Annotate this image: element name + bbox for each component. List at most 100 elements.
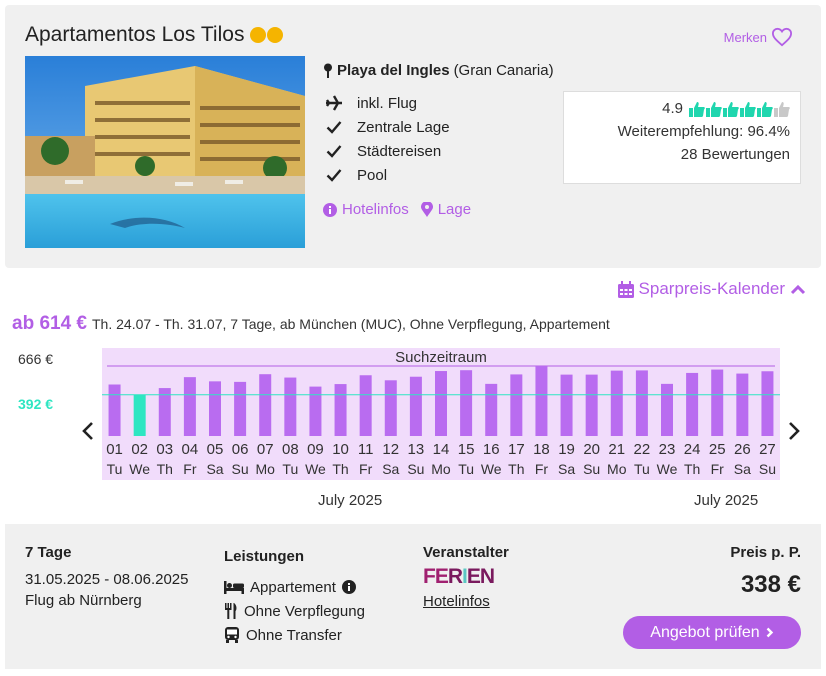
- day-label[interactable]: 17: [508, 441, 525, 458]
- star-rating: [250, 27, 284, 43]
- day-label[interactable]: 03: [156, 441, 173, 458]
- price-bar[interactable]: [183, 377, 196, 436]
- day-label[interactable]: 23: [659, 441, 676, 458]
- merken-label[interactable]: Merken: [723, 29, 767, 45]
- feature-label: Zentrale Lage: [357, 118, 450, 136]
- price-bar[interactable]: [284, 377, 297, 436]
- weekday-label: Tu: [458, 461, 474, 477]
- price-bar[interactable]: [736, 373, 749, 436]
- day-label[interactable]: 14: [433, 441, 450, 458]
- day-label[interactable]: 09: [307, 441, 324, 458]
- feature-item: inkl. Flug: [323, 91, 450, 115]
- offer-card: 7 Tage 31.05.2025 - 08.06.2025 Flug ab N…: [5, 524, 821, 669]
- star-icon: [250, 27, 267, 43]
- weekday-label: Fr: [183, 461, 197, 477]
- day-label[interactable]: 18: [533, 441, 550, 458]
- sparpreis-calendar-toggle[interactable]: Sparpreis-Kalender: [617, 279, 806, 299]
- price-bar[interactable]: [259, 374, 272, 436]
- price-bar[interactable]: [133, 394, 146, 436]
- day-label[interactable]: 04: [182, 441, 199, 458]
- review-count[interactable]: 28 Bewertungen: [680, 146, 790, 163]
- price-bar[interactable]: [761, 371, 774, 436]
- day-label[interactable]: 15: [458, 441, 475, 458]
- price-bar[interactable]: [435, 371, 447, 436]
- thumb-up-empty-icon: [774, 101, 790, 117]
- hotel-image[interactable]: [25, 56, 305, 248]
- location-region: (Gran Canaria): [453, 62, 554, 79]
- hotel-title[interactable]: Apartamentos Los Tilos: [25, 23, 284, 47]
- rating-box[interactable]: 4.9 Weiterempfehlung: 96.4% 28 Bewertung…: [563, 91, 801, 184]
- price-bar[interactable]: [711, 369, 724, 436]
- chevron-right-icon[interactable]: [786, 421, 802, 441]
- day-label[interactable]: 06: [232, 441, 249, 458]
- day-label[interactable]: 22: [634, 441, 651, 458]
- day-label[interactable]: 07: [257, 441, 274, 458]
- hotel-location: Playa del Ingles (Gran Canaria): [323, 62, 554, 79]
- offer-services: Leistungen Appartement Ohne Verpflegung …: [224, 548, 365, 647]
- hotelinfos-label[interactable]: Hotelinfos: [342, 201, 409, 218]
- day-label[interactable]: 01: [106, 441, 123, 458]
- price-bar[interactable]: [485, 383, 498, 436]
- merken-button[interactable]: Merken: [724, 27, 793, 47]
- price-bar[interactable]: [334, 384, 347, 436]
- day-label[interactable]: 11: [358, 441, 374, 458]
- price-bar[interactable]: [409, 376, 422, 436]
- price-bar[interactable]: [560, 374, 573, 436]
- selected-price-line: ab 614 € Th. 24.07 - Th. 31.07, 7 Tage, …: [12, 313, 610, 335]
- heart-icon[interactable]: [771, 27, 793, 47]
- price-bar[interactable]: [384, 380, 397, 436]
- day-label[interactable]: 16: [483, 441, 500, 458]
- weekday-label: Th: [508, 461, 524, 477]
- price-bar[interactable]: [359, 375, 372, 436]
- info-icon: [323, 202, 337, 217]
- day-label[interactable]: 08: [282, 441, 299, 458]
- day-label[interactable]: 12: [382, 441, 399, 458]
- day-label[interactable]: 21: [608, 441, 625, 458]
- chevron-up-icon[interactable]: [790, 284, 806, 295]
- price-bar[interactable]: [234, 381, 247, 436]
- day-label[interactable]: 27: [759, 441, 776, 458]
- operator-title: Veranstalter: [423, 544, 509, 561]
- price-bar[interactable]: [610, 370, 623, 436]
- rating-score: 4.9: [662, 100, 683, 117]
- chevron-right-icon: [766, 627, 773, 638]
- angebot-pruefen-button[interactable]: Angebot prüfen: [623, 616, 801, 649]
- month-label: July 2025: [318, 492, 383, 509]
- chevron-left-icon[interactable]: [80, 421, 96, 441]
- weekday-label: We: [657, 461, 678, 477]
- weekday-label: Su: [407, 461, 424, 477]
- price-bar[interactable]: [460, 370, 473, 436]
- calendar-toggle-label[interactable]: Sparpreis-Kalender: [638, 279, 785, 298]
- day-label[interactable]: 13: [408, 441, 425, 458]
- day-label[interactable]: 05: [207, 441, 224, 458]
- info-icon[interactable]: [341, 580, 356, 594]
- day-label[interactable]: 25: [709, 441, 726, 458]
- cta-label[interactable]: Angebot prüfen: [650, 623, 760, 641]
- hotel-name[interactable]: Apartamentos Los Tilos: [25, 23, 245, 46]
- lage-link[interactable]: Lage: [420, 201, 472, 218]
- day-label[interactable]: 24: [684, 441, 701, 458]
- price-bar[interactable]: [585, 374, 598, 436]
- star-icon: [267, 27, 284, 43]
- price-bar[interactable]: [309, 386, 322, 436]
- lage-label[interactable]: Lage: [437, 201, 472, 218]
- location-city: Playa del Ingles: [337, 62, 450, 79]
- thumb-up-icon: [740, 101, 756, 117]
- price-bar[interactable]: [635, 370, 648, 436]
- day-label[interactable]: 26: [734, 441, 751, 458]
- price-bar[interactable]: [510, 374, 523, 436]
- offer-operator: Veranstalter FERIEN Hotelinfos: [423, 544, 509, 610]
- day-label[interactable]: 10: [332, 441, 349, 458]
- price-bar[interactable]: [661, 383, 673, 436]
- day-label[interactable]: 02: [131, 441, 148, 458]
- operator-hotelinfos-link[interactable]: Hotelinfos: [423, 593, 490, 610]
- trip-details: Th. 24.07 - Th. 31.07, 7 Tage, ab Münche…: [92, 316, 610, 332]
- price-bar[interactable]: [209, 381, 221, 436]
- price-bar[interactable]: [535, 366, 548, 436]
- hotelinfos-link[interactable]: Hotelinfos: [323, 201, 409, 218]
- price-bar[interactable]: [686, 372, 699, 436]
- price-bar[interactable]: [108, 384, 121, 436]
- day-label[interactable]: 19: [558, 441, 575, 458]
- day-label[interactable]: 20: [583, 441, 600, 458]
- price-bar[interactable]: [158, 388, 171, 436]
